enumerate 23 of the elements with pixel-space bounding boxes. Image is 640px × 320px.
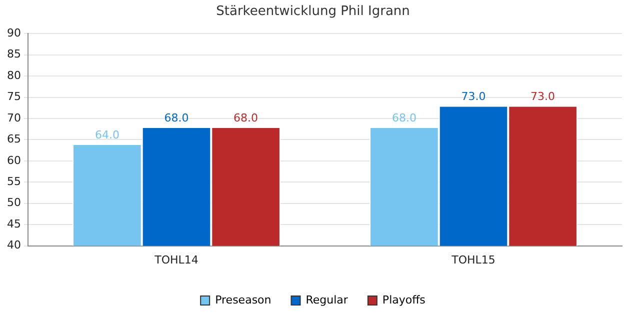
x-tick-label: TOHL14 <box>154 253 198 266</box>
y-tick-label: 40 <box>6 238 21 252</box>
legend-label: Regular <box>306 293 348 306</box>
y-tick-label: 75 <box>6 90 21 104</box>
chart-title: Stärkeentwicklung Phil Igrann <box>216 4 410 20</box>
y-tick-label: 60 <box>6 154 21 167</box>
y-tick-label: 55 <box>6 175 21 188</box>
x-tick-label: TOHL15 <box>450 253 496 266</box>
data-label: 73.0 <box>461 90 486 104</box>
y-tick-label: 45 <box>6 217 21 230</box>
legend-label: Playoffs <box>382 293 426 306</box>
y-tick-label: 50 <box>6 196 21 210</box>
y-tick-label: 85 <box>6 48 21 61</box>
y-tick-label: 65 <box>6 132 21 146</box>
y-tick-label: 80 <box>6 68 21 82</box>
y-tick-label: 90 <box>6 26 21 40</box>
data-label: 73.0 <box>530 90 556 104</box>
legend-label: Preseason <box>215 293 272 306</box>
data-label: 68.0 <box>164 111 189 124</box>
data-label: 64.0 <box>94 128 120 142</box>
data-label: 68.0 <box>234 111 258 124</box>
data-label: 68.0 <box>392 111 416 124</box>
y-tick-label: 70 <box>6 111 21 124</box>
